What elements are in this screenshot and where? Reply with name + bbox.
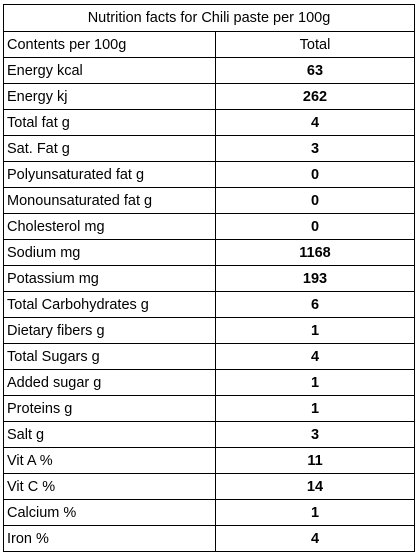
row-value: 4 xyxy=(215,343,415,370)
data-row: Iron % 4 xyxy=(3,525,415,552)
row-value: 3 xyxy=(215,421,415,448)
row-value: 262 xyxy=(215,83,415,110)
row-value: 4 xyxy=(215,109,415,136)
row-value: 14 xyxy=(215,473,415,500)
row-value: 1 xyxy=(215,395,415,422)
header-cell: Contents per 100g xyxy=(3,31,216,58)
data-row: Vit C % 14 xyxy=(3,473,415,500)
header-cell: Total xyxy=(215,31,415,58)
row-value: 193 xyxy=(215,265,415,292)
data-row: Calcium % 1 xyxy=(3,499,415,526)
table-title: Nutrition facts for Chili paste per 100g xyxy=(3,4,415,32)
row-label: Sodium mg xyxy=(3,239,216,266)
table-body: Nutrition facts for Chili paste per 100g… xyxy=(3,4,415,552)
row-value: 6 xyxy=(215,291,415,318)
row-label: Proteins g xyxy=(3,395,216,422)
row-label: Polyunsaturated fat g xyxy=(3,161,216,188)
data-row: Energy kcal 63 xyxy=(3,57,415,84)
row-value: 3 xyxy=(215,135,415,162)
data-row: Vit A % 11 xyxy=(3,447,415,474)
data-row: Sodium mg 1168 xyxy=(3,239,415,266)
row-value: 0 xyxy=(215,213,415,240)
row-value: 1 xyxy=(215,317,415,344)
data-row: Energy kj 262 xyxy=(3,83,415,110)
row-label: Vit C % xyxy=(3,473,216,500)
row-value: 0 xyxy=(215,187,415,214)
row-label: Dietary fibers g xyxy=(3,317,216,344)
row-value: 0 xyxy=(215,161,415,188)
nutrition-table-wrap: Nutrition facts for Chili paste per 100g… xyxy=(3,4,415,552)
title-row: Nutrition facts for Chili paste per 100g xyxy=(3,4,415,32)
row-value: 4 xyxy=(215,525,415,552)
row-label: Total Carbohydrates g xyxy=(3,291,216,318)
row-label: Energy kcal xyxy=(3,57,216,84)
data-row: Cholesterol mg 0 xyxy=(3,213,415,240)
row-label: Calcium % xyxy=(3,499,216,526)
row-label: Energy kj xyxy=(3,83,216,110)
row-value: 63 xyxy=(215,57,415,84)
row-label: Monounsaturated fat g xyxy=(3,187,216,214)
row-value: 11 xyxy=(215,447,415,474)
row-label: Cholesterol mg xyxy=(3,213,216,240)
row-label: Total Sugars g xyxy=(3,343,216,370)
row-label: Iron % xyxy=(3,525,216,552)
row-label: Salt g xyxy=(3,421,216,448)
row-label: Vit A % xyxy=(3,447,216,474)
data-row: Potassium mg 193 xyxy=(3,265,415,292)
row-value: 1168 xyxy=(215,239,415,266)
row-label: Sat. Fat g xyxy=(3,135,216,162)
row-label: Total fat g xyxy=(3,109,216,136)
nutrition-table: Nutrition facts for Chili paste per 100g… xyxy=(3,4,415,552)
row-value: 1 xyxy=(215,499,415,526)
row-label: Added sugar g xyxy=(3,369,216,396)
row-label: Potassium mg xyxy=(3,265,216,292)
header-row: Contents per 100g Total xyxy=(3,31,415,58)
row-value: 1 xyxy=(215,369,415,396)
